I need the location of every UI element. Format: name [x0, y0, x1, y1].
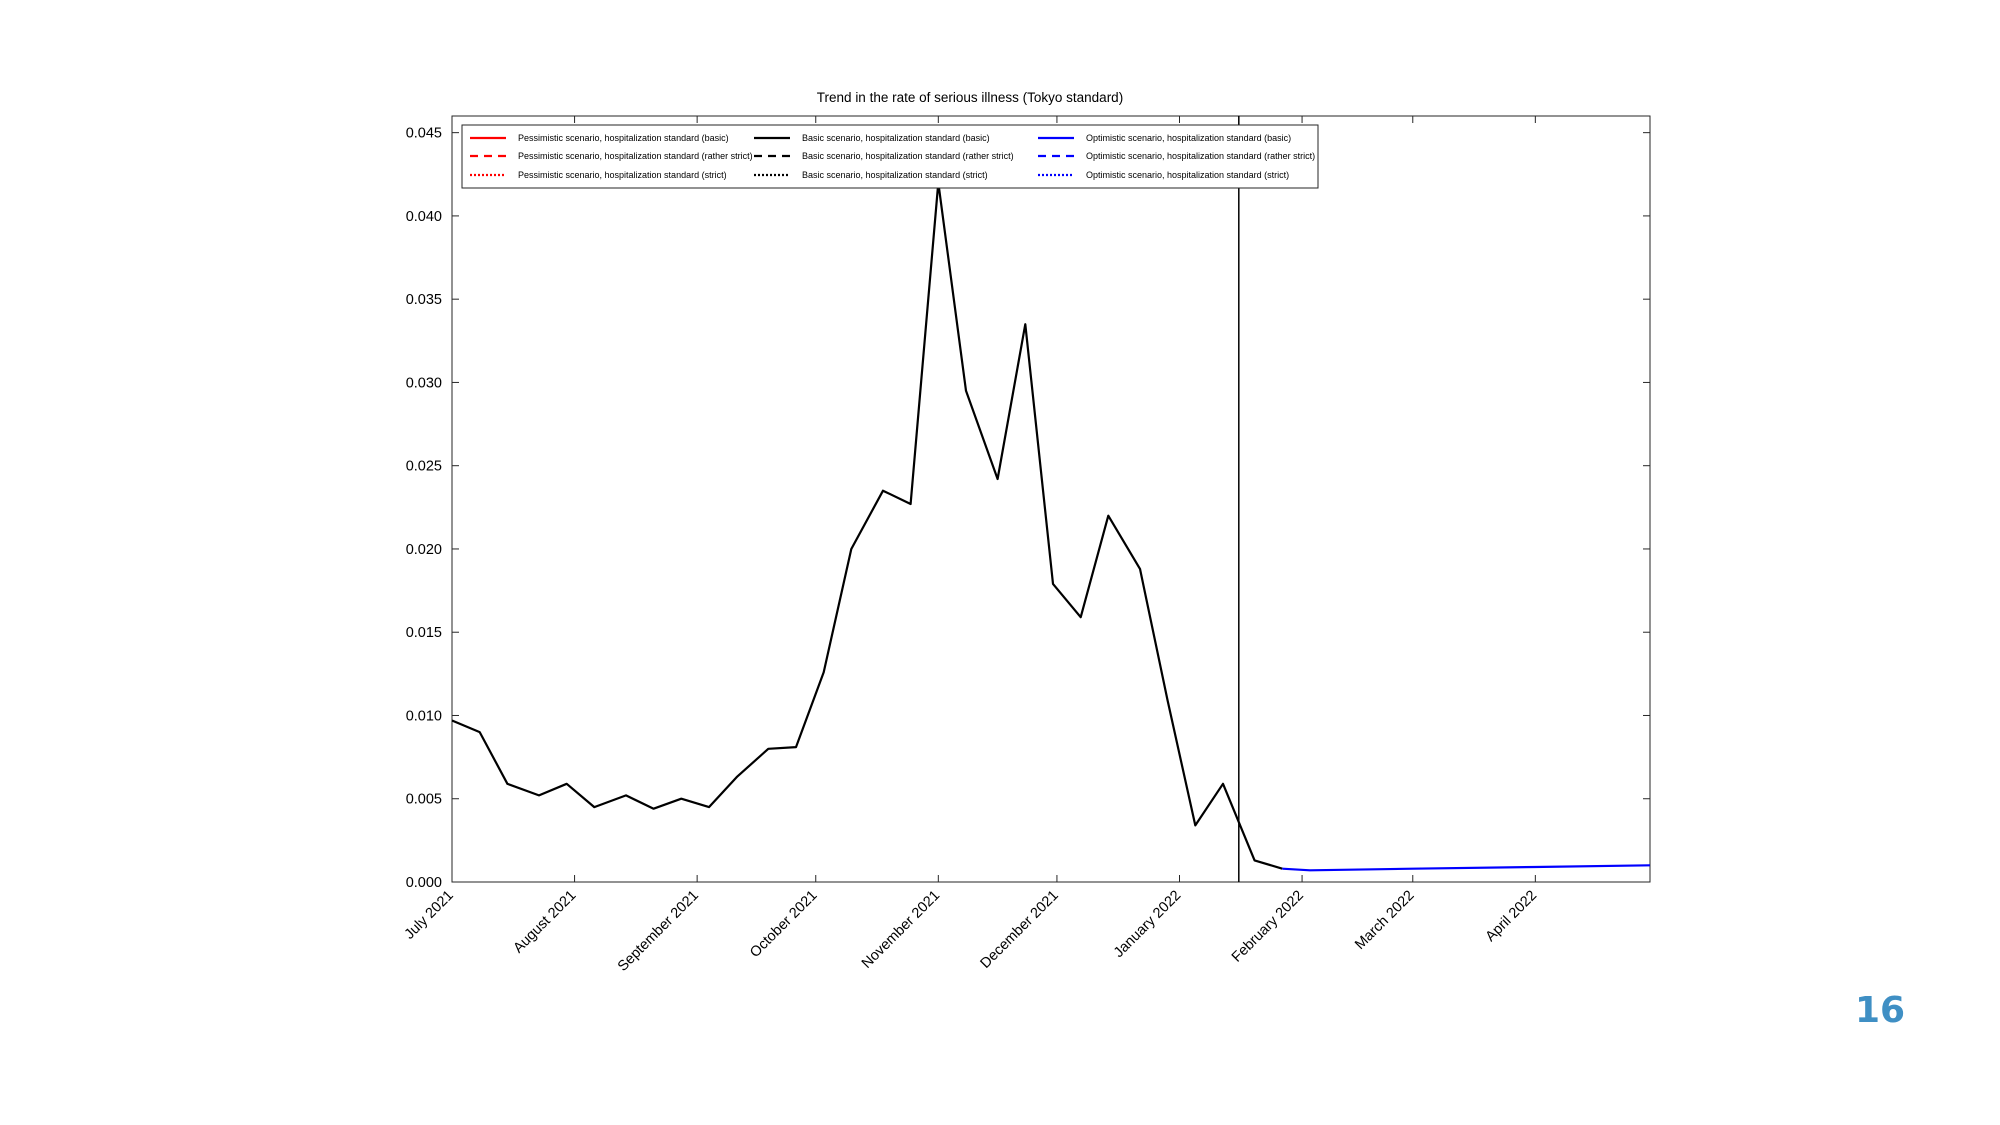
chart-title: Trend in the rate of serious illness (To…	[817, 90, 1123, 105]
legend-label: Basic scenario, hospitalization standard…	[802, 170, 988, 180]
x-tick-label: February 2022	[1229, 888, 1307, 966]
x-tick-label: July 2021	[402, 888, 457, 943]
y-tick-label: 0.025	[406, 459, 442, 475]
y-axis: 0.000 0.005 0.010 0.015 0.020 0.025 0.030 0.035…	[406, 126, 1650, 891]
series-line-7	[1282, 864, 1651, 872]
legend-label: Optimistic scenario, hospitalization sta…	[1086, 151, 1315, 161]
x-tick-label: November 2021	[859, 888, 943, 972]
page-number: 16	[1855, 990, 1906, 1031]
legend-label: Pessimistic scenario, hospitalization st…	[518, 133, 729, 143]
legend-label: Basic scenario, hospitalization standard…	[802, 151, 1014, 161]
x-tick-label: August 2021	[510, 888, 579, 957]
series-line-4	[451, 181, 1283, 870]
legend-box	[461, 124, 1319, 189]
legend-label: Pessimistic scenario, hospitalization st…	[518, 151, 753, 161]
legend: Pessimistic scenario, hospitalization st…	[461, 124, 1319, 189]
x-tick-label: September 2021	[615, 888, 702, 975]
legend-label: Optimistic scenario, hospitalization sta…	[1086, 170, 1289, 180]
y-tick-label: 0.005	[406, 792, 442, 808]
x-tick-label: January 2022	[1111, 888, 1184, 961]
x-tick-label: December 2021	[977, 888, 1061, 972]
x-tick-label: March 2022	[1352, 888, 1417, 953]
y-tick-label: 0.040	[406, 209, 442, 225]
y-tick-label: 0.000	[406, 875, 442, 891]
y-tick-label: 0.035	[406, 292, 442, 308]
legend-label: Basic scenario, hospitalization standard…	[802, 133, 990, 143]
series-layer	[451, 181, 1651, 872]
legend-label: Optimistic scenario, hospitalization sta…	[1086, 133, 1291, 143]
y-tick-label: 0.015	[406, 625, 442, 641]
legend-label: Pessimistic scenario, hospitalization st…	[518, 170, 727, 180]
x-tick-label: October 2021	[747, 888, 820, 961]
plot-area	[451, 115, 1651, 883]
y-tick-label: 0.020	[406, 542, 442, 558]
y-tick-label: 0.045	[406, 126, 442, 142]
y-tick-label: 0.010	[406, 708, 442, 724]
y-tick-label: 0.030	[406, 375, 442, 391]
x-tick-label: April 2022	[1483, 888, 1540, 945]
